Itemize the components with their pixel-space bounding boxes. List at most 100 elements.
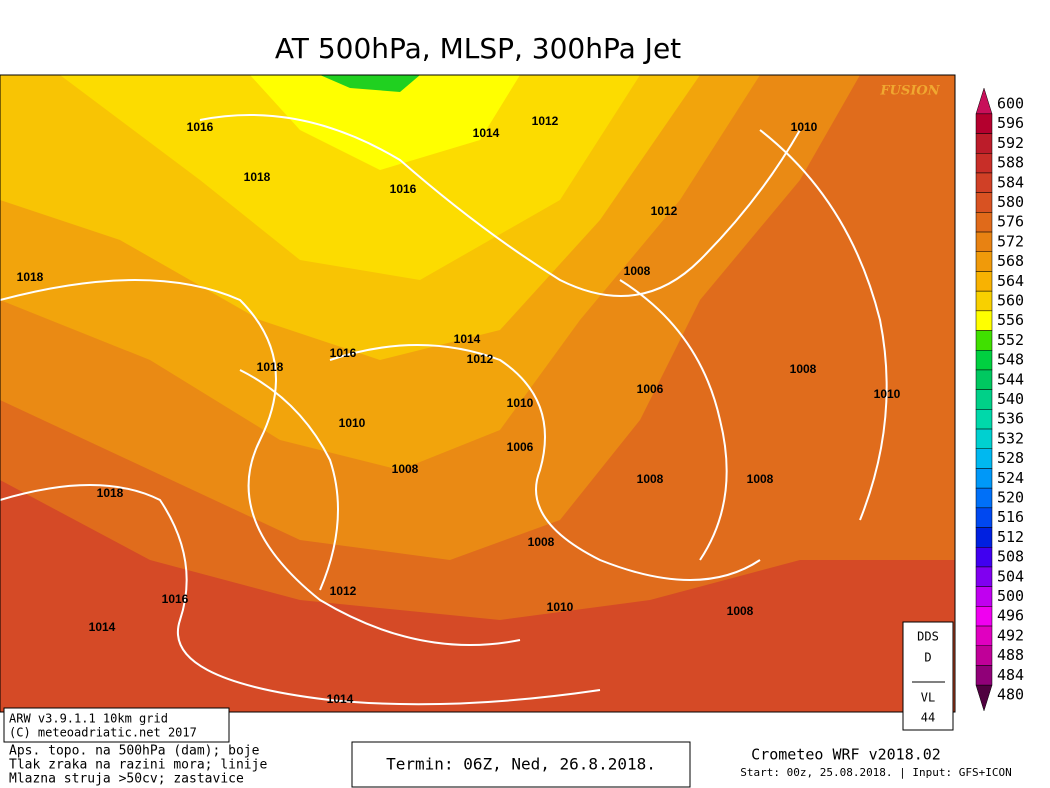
colorbar-swatch <box>975 271 993 292</box>
termin-box <box>351 741 691 788</box>
colorbar-label: 584 <box>997 173 1024 191</box>
dds-box: DDS D VL 44 <box>902 621 954 731</box>
isobar-label: 1014 <box>327 692 354 706</box>
isobar-labels: 1016 1014 1012 1010 1018 1016 1012 1018 1008 1014… <box>17 114 901 706</box>
isobar-label: 1010 <box>874 387 901 401</box>
isobar-label: 1008 <box>624 264 651 278</box>
watermark: FUSION <box>879 84 940 99</box>
dds-value: D <box>924 651 931 665</box>
isobar-label: 1012 <box>532 114 559 128</box>
colorbar-swatch <box>975 448 993 469</box>
isobar-label: 1010 <box>791 120 818 134</box>
colorbar-swatch <box>975 665 993 686</box>
isobar-label: 1018 <box>257 360 284 374</box>
colorbar-swatch <box>975 547 993 568</box>
colorbar-label: 512 <box>997 528 1024 546</box>
isobar-label: 1008 <box>637 472 664 486</box>
isobar-label: 1012 <box>651 204 678 218</box>
model: Crometeo WRF v2018.02 <box>751 746 941 764</box>
colorbar-label: 568 <box>997 252 1024 270</box>
colorbar-label: 492 <box>997 626 1024 644</box>
colorbar-swatch <box>975 428 993 449</box>
colorbar-label: 548 <box>997 351 1024 369</box>
isobar-label: 1010 <box>339 416 366 430</box>
colorbar-label: 496 <box>997 607 1024 625</box>
colorbar-swatch <box>975 468 993 489</box>
isobar-label: 1010 <box>547 600 574 614</box>
colorbar-swatch <box>975 153 993 174</box>
colorbar-label: 588 <box>997 154 1024 172</box>
vl-label: VL <box>921 691 935 705</box>
colorbar-label: 580 <box>997 193 1024 211</box>
isobar-label: 1008 <box>727 604 754 618</box>
colorbar: 6005965925885845805765725685645605565525… <box>975 87 1024 712</box>
isobar-label: 1008 <box>747 472 774 486</box>
start: Start: 00z, 25.08.2018. | Input: GFS+ICO… <box>740 766 1012 779</box>
colorbar-label: 484 <box>997 666 1024 684</box>
colorbar-swatch <box>975 212 993 233</box>
colorbar-swatch <box>975 87 993 115</box>
isobar-label: 1014 <box>89 620 116 634</box>
colorbar-label: 524 <box>997 469 1024 487</box>
colorbar-swatch <box>975 625 993 646</box>
colorbar-swatch <box>975 684 993 712</box>
colorbar-label: 596 <box>997 114 1024 132</box>
colorbar-label: 480 <box>997 686 1024 704</box>
colorbar-label: 532 <box>997 429 1024 447</box>
colorbar-swatch <box>975 389 993 410</box>
colorbar-label: 556 <box>997 311 1024 329</box>
colorbar-label: 552 <box>997 331 1024 349</box>
legend-line: Mlazna struja >50cv; zastavice <box>9 772 244 787</box>
isobar-label: 1016 <box>330 346 357 360</box>
isobar-label: 1010 <box>507 396 534 410</box>
legend-line: Aps. topo. na 500hPa (dam); boje <box>9 744 260 759</box>
colorbar-swatch <box>975 606 993 627</box>
isobar-label: 1008 <box>528 535 555 549</box>
isobar-label: 1012 <box>467 352 494 366</box>
colorbar-label: 560 <box>997 292 1024 310</box>
colorbar-label: 572 <box>997 232 1024 250</box>
colorbar-label: 504 <box>997 567 1024 585</box>
isobar-label: 1018 <box>97 486 124 500</box>
legend-lines: Aps. topo. na 500hPa (dam); boje Tlak zr… <box>9 744 267 787</box>
isobar-label: 1014 <box>473 126 500 140</box>
colorbar-swatch <box>975 330 993 351</box>
colorbar-swatch <box>975 192 993 213</box>
colorbar-label: 564 <box>997 272 1024 290</box>
info-box: ARW v3.9.1.1 10km grid (C) meteoadriatic… <box>3 707 230 743</box>
colorbar-swatch <box>975 251 993 272</box>
isobar-label: 1006 <box>637 382 664 396</box>
colorbar-label: 600 <box>997 95 1024 113</box>
colorbar-swatch <box>975 369 993 390</box>
info-line: (C) meteoadriatic.net 2017 <box>9 726 197 740</box>
colorbar-label: 508 <box>997 548 1024 566</box>
colorbar-swatch <box>975 310 993 331</box>
isobar-label: 1008 <box>392 462 419 476</box>
termin: Termin: 06Z, Ned, 26.8.2018. <box>386 755 656 774</box>
isobar-label: 1018 <box>244 170 271 184</box>
info-line: ARW v3.9.1.1 10km grid <box>9 712 168 726</box>
colorbar-label: 592 <box>997 134 1024 152</box>
colorbar-label: 536 <box>997 410 1024 428</box>
colorbar-label: 488 <box>997 646 1024 664</box>
map-title: AT 500hPa, MLSP, 300hPa Jet <box>275 32 681 65</box>
colorbar-swatch <box>975 487 993 509</box>
colorbar-swatch <box>975 133 993 154</box>
colorbar-swatch <box>975 113 993 134</box>
colorbar-label: 540 <box>997 390 1024 408</box>
isobar-label: 1018 <box>17 270 44 284</box>
isobar-label: 1012 <box>330 584 357 598</box>
legend-line: Tlak zraka na razini mora; linije <box>9 758 267 773</box>
colorbar-swatch <box>975 350 993 371</box>
colorbar-swatch <box>975 507 993 528</box>
colorbar-swatch <box>975 566 993 587</box>
colorbar-label: 576 <box>997 213 1024 231</box>
colorbar-swatch <box>975 586 993 607</box>
isobar-label: 1016 <box>187 120 214 134</box>
colorbar-swatch <box>975 527 993 548</box>
colorbar-swatch <box>975 290 993 312</box>
colorbar-label: 500 <box>997 587 1024 605</box>
colorbar-label: 516 <box>997 508 1024 526</box>
isobar-label: 1014 <box>454 332 481 346</box>
